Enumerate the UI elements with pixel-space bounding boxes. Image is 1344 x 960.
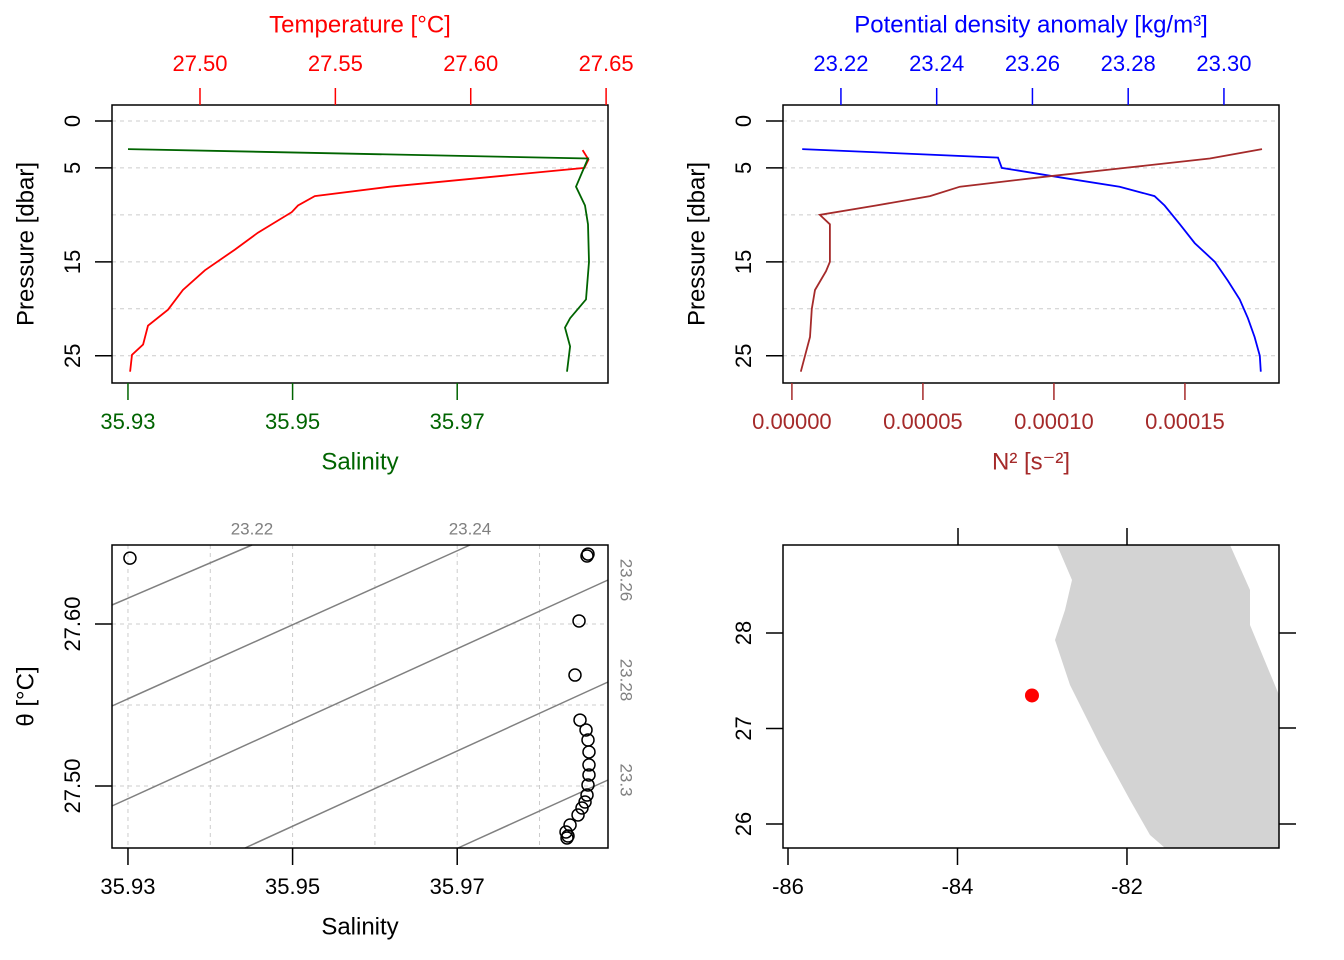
x-tick-label: 35.97 bbox=[430, 874, 485, 899]
x-tick-label: -82 bbox=[1111, 874, 1143, 899]
plot-frame bbox=[111, 544, 609, 849]
ts-point bbox=[560, 831, 574, 845]
isopycnal-label: 23.28 bbox=[617, 659, 636, 702]
plot-frame bbox=[782, 104, 1280, 384]
ts-point bbox=[580, 788, 594, 802]
y-tick-label: 0 bbox=[731, 115, 756, 127]
plot-frame bbox=[782, 544, 1280, 849]
profile-line bbox=[127, 148, 590, 372]
x-tick-label: -86 bbox=[772, 874, 804, 899]
ts-point bbox=[582, 768, 596, 782]
profile-line bbox=[802, 148, 1262, 372]
ts-point bbox=[581, 778, 595, 792]
isopycnal-lines bbox=[111, 544, 609, 849]
ts-point bbox=[582, 758, 596, 772]
isopycnal-label: 23.3 bbox=[617, 763, 636, 796]
ts-point bbox=[579, 723, 593, 737]
x-tick-label: 35.95 bbox=[265, 409, 320, 434]
isopycnal-line bbox=[111, 544, 471, 707]
map-frame-ticks bbox=[957, 528, 1296, 825]
x2-tick-label: 23.28 bbox=[1101, 51, 1156, 76]
x-tick-label: 0.00015 bbox=[1145, 409, 1225, 434]
x-tick-label: 35.93 bbox=[100, 409, 155, 434]
x2-axis-label: Temperature [°C] bbox=[269, 11, 451, 38]
x2-tick-label: 23.22 bbox=[813, 51, 868, 76]
x-tick-label: 0.00000 bbox=[752, 409, 832, 434]
isopycnal-label: 23.24 bbox=[449, 519, 492, 538]
isopycnal-line bbox=[111, 579, 609, 807]
ts-point bbox=[581, 547, 595, 561]
x2-tick-label: 23.24 bbox=[909, 51, 964, 76]
x-tick-label: 35.95 bbox=[265, 874, 320, 899]
x2-tick-label: 27.60 bbox=[443, 51, 498, 76]
x2-tick-label: 27.65 bbox=[579, 51, 634, 76]
ts-point bbox=[123, 551, 137, 565]
y-axis-label: θ [°C] bbox=[12, 666, 39, 726]
x2-tick-label: 27.55 bbox=[308, 51, 363, 76]
ts-point bbox=[582, 745, 596, 759]
ts-point bbox=[575, 801, 589, 815]
isopycnal-label: 23.26 bbox=[617, 559, 636, 602]
y-tick-label: 5 bbox=[60, 162, 85, 174]
x2-tick-label: 23.30 bbox=[1196, 51, 1251, 76]
x-tick-label: 35.93 bbox=[100, 874, 155, 899]
x-tick-label: 0.00005 bbox=[883, 409, 963, 434]
y-tick-label: 27.60 bbox=[60, 596, 85, 651]
y-tick-label: 15 bbox=[731, 250, 756, 274]
y-tick-label: 28 bbox=[731, 621, 756, 645]
profile-line bbox=[799, 148, 1263, 372]
y-tick-label: 25 bbox=[731, 344, 756, 368]
ts-point bbox=[571, 808, 585, 822]
y-tick-label: 5 bbox=[731, 162, 756, 174]
x-tick-label: 0.00010 bbox=[1014, 409, 1094, 434]
y-tick-label: 15 bbox=[60, 250, 85, 274]
x-tick-label: 35.97 bbox=[430, 409, 485, 434]
y-axis-label: Pressure [dbar] bbox=[12, 162, 39, 326]
y-tick-label: 27.50 bbox=[60, 758, 85, 813]
x-axis-label: Salinity bbox=[321, 913, 398, 940]
ts-point bbox=[572, 614, 586, 628]
y-tick-label: 26 bbox=[731, 812, 756, 836]
y-tick-label: 25 bbox=[60, 344, 85, 368]
isopycnal-label: 23.22 bbox=[231, 519, 274, 538]
coastline-land bbox=[1055, 545, 1279, 848]
isopycnal-line bbox=[111, 544, 253, 606]
station-point bbox=[1024, 688, 1039, 703]
x2-axis-label: Potential density anomaly [kg/m³] bbox=[854, 11, 1208, 38]
ts-point bbox=[573, 713, 587, 727]
ts-point bbox=[568, 668, 582, 682]
x-tick-label: -84 bbox=[942, 874, 974, 899]
plot-frame bbox=[111, 104, 609, 384]
isopycnal-line bbox=[244, 681, 609, 849]
x-axis-label: N² [s⁻²] bbox=[992, 448, 1070, 475]
x2-tick-label: 27.50 bbox=[172, 51, 227, 76]
ts-point bbox=[563, 818, 577, 832]
y-axis-label: Pressure [dbar] bbox=[683, 162, 710, 326]
y-tick-label: 0 bbox=[60, 115, 85, 127]
x-axis-label: Salinity bbox=[321, 448, 398, 475]
y-tick-label: 27 bbox=[731, 716, 756, 740]
profile-line bbox=[129, 149, 590, 372]
x2-tick-label: 23.26 bbox=[1005, 51, 1060, 76]
